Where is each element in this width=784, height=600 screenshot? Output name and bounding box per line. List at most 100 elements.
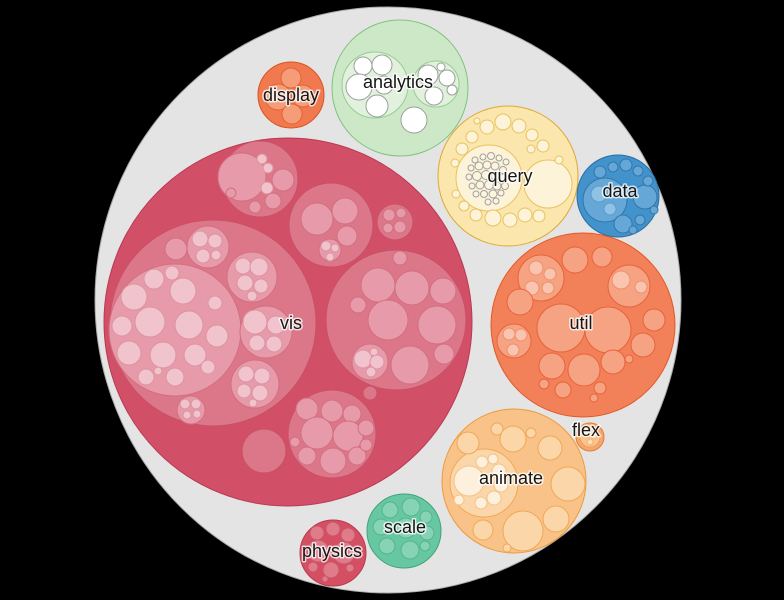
animate-subcircle[interactable] <box>456 431 480 455</box>
vis-subcircle[interactable] <box>367 299 409 341</box>
scale-subcircle[interactable] <box>419 540 431 552</box>
physics-subcircle[interactable] <box>322 561 340 579</box>
query-subcircle[interactable] <box>502 158 510 166</box>
query-subcircle[interactable] <box>523 159 573 209</box>
vis-subcircle[interactable] <box>237 365 255 383</box>
vis-subcircle[interactable] <box>137 368 155 386</box>
vis-subcircle[interactable] <box>116 340 142 366</box>
query-subcircle[interactable] <box>488 189 498 199</box>
vis-subcircle[interactable] <box>331 197 359 225</box>
analytics-subcircle[interactable] <box>417 64 439 86</box>
vis-subcircle[interactable] <box>382 222 394 234</box>
vis-subcircle[interactable] <box>246 290 258 302</box>
vis-subcircle[interactable] <box>253 278 269 294</box>
vis-subcircle[interactable] <box>357 419 375 437</box>
vis-subcircle[interactable] <box>191 230 209 248</box>
animate-subcircle[interactable] <box>537 435 563 461</box>
vis-subcircle[interactable] <box>392 250 408 266</box>
vis-subcircle[interactable] <box>149 341 177 369</box>
query-subcircle[interactable] <box>465 130 479 144</box>
vis-subcircle[interactable] <box>297 446 317 466</box>
util-subcircle[interactable] <box>538 352 566 380</box>
animate-subcircle[interactable] <box>550 466 586 502</box>
vis-subcircle[interactable] <box>325 252 335 262</box>
vis-subcircle[interactable] <box>241 428 287 474</box>
vis-subcircle[interactable] <box>236 274 254 292</box>
analytics-subcircle[interactable] <box>371 54 393 76</box>
flex-subcircle[interactable] <box>582 429 592 439</box>
display-subcircle[interactable] <box>281 103 303 125</box>
analytics-subcircle[interactable] <box>345 73 373 101</box>
vis-subcircle[interactable] <box>353 349 373 369</box>
util-subcircle[interactable] <box>506 343 520 357</box>
query-subcircle[interactable] <box>501 182 509 190</box>
query-subcircle[interactable] <box>536 139 550 153</box>
scale-subcircle[interactable] <box>400 540 420 560</box>
vis-subcircle[interactable] <box>164 237 188 261</box>
animate-subcircle[interactable] <box>525 427 537 439</box>
physics-subcircle[interactable] <box>332 541 356 565</box>
vis-subcircle[interactable] <box>182 410 192 420</box>
util-subcircle[interactable] <box>543 267 557 281</box>
animate-subcircle[interactable] <box>487 453 499 465</box>
util-subcircle[interactable] <box>514 328 528 342</box>
vis-subcircle[interactable] <box>111 315 133 337</box>
vis-subcircle[interactable] <box>271 168 295 192</box>
vis-subcircle[interactable] <box>260 181 274 195</box>
vis-subcircle[interactable] <box>183 343 207 367</box>
animate-subcircle[interactable] <box>475 455 489 469</box>
vis-subcircle[interactable] <box>332 420 364 452</box>
vis-subcircle[interactable] <box>393 220 407 234</box>
vis-subcircle[interactable] <box>264 192 282 210</box>
analytics-subcircle[interactable] <box>424 86 444 106</box>
vis-subcircle[interactable] <box>256 153 268 165</box>
vis-subcircle[interactable] <box>262 162 274 174</box>
animate-subcircle[interactable] <box>502 510 544 552</box>
data-subcircle[interactable] <box>634 214 646 226</box>
query-subcircle[interactable] <box>502 212 518 228</box>
vis-subcircle[interactable] <box>360 267 396 303</box>
animate-subcircle[interactable] <box>502 543 512 553</box>
vis-subcircle[interactable] <box>319 447 347 475</box>
vis-subcircle[interactable] <box>205 324 229 348</box>
vis-subcircle[interactable] <box>242 309 268 335</box>
scale-subcircle[interactable] <box>378 537 396 555</box>
query-subcircle[interactable] <box>474 161 484 171</box>
physics-subcircle[interactable] <box>325 521 341 537</box>
vis-subcircle[interactable] <box>347 446 367 466</box>
physics-subcircle[interactable] <box>321 575 329 583</box>
analytics-subcircle[interactable] <box>438 69 456 87</box>
physics-subcircle[interactable] <box>340 527 356 543</box>
scale-subcircle[interactable] <box>401 497 421 517</box>
query-subcircle[interactable] <box>451 189 461 199</box>
vis-subcircle[interactable] <box>395 207 407 219</box>
vis-subcircle[interactable] <box>429 277 457 305</box>
query-subcircle[interactable] <box>475 180 485 190</box>
scale-subcircle[interactable] <box>419 525 435 541</box>
query-subcircle[interactable] <box>480 190 488 198</box>
vis-subcircle[interactable] <box>369 354 385 370</box>
vis-subcircle[interactable] <box>190 398 202 410</box>
animate-subcircle[interactable] <box>453 465 485 497</box>
data-subcircle[interactable] <box>613 214 633 234</box>
vis-subcircle[interactable] <box>365 366 377 378</box>
vis-subcircle[interactable] <box>433 343 455 365</box>
util-subcircle[interactable] <box>634 280 648 294</box>
query-subcircle[interactable] <box>495 154 503 162</box>
data-subcircle[interactable] <box>593 165 607 179</box>
query-subcircle[interactable] <box>487 152 495 160</box>
vis-subcircle[interactable] <box>253 367 271 385</box>
analytics-subcircle[interactable] <box>374 75 394 95</box>
util-subcircle[interactable] <box>567 353 601 387</box>
data-subcircle[interactable] <box>619 158 633 172</box>
query-subcircle[interactable] <box>511 118 527 134</box>
analytics-subcircle[interactable] <box>365 94 389 118</box>
query-subcircle[interactable] <box>525 128 539 142</box>
analytics-subcircle[interactable] <box>436 62 446 72</box>
util-subcircle[interactable] <box>589 393 599 403</box>
vis-subcircle[interactable] <box>207 233 223 249</box>
query-subcircle[interactable] <box>517 207 533 223</box>
vis-subcircle[interactable] <box>248 200 262 214</box>
vis-subcircle[interactable] <box>362 385 378 401</box>
query-subcircle[interactable] <box>465 173 473 181</box>
